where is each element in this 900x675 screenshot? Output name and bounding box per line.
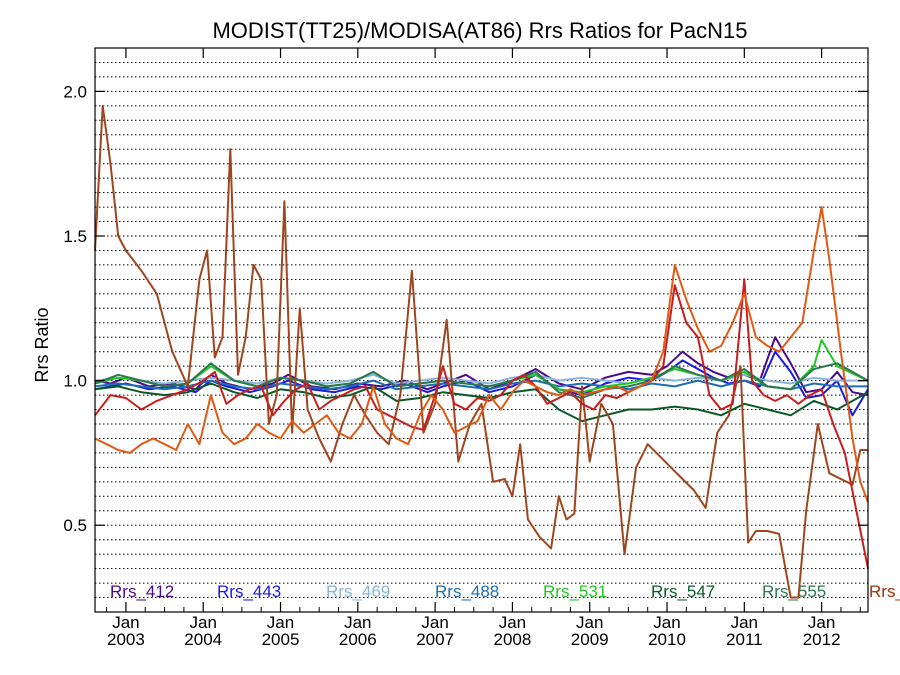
x-tick-label-year: 2009 xyxy=(571,630,609,649)
legend-entry-rrs-488: Rrs_488 xyxy=(435,582,499,601)
series-line-rrs-orange xyxy=(94,206,869,503)
series-line-rrs-488 xyxy=(94,379,868,391)
legend: Rrs_412 Rrs_443 Rrs_469 Rrs_488 Rrs_531 Rrs_5… xyxy=(110,582,900,601)
series-line-rrs-667 xyxy=(94,104,868,599)
legend-entry-rrs-531: Rrs_531 xyxy=(543,582,607,601)
series-line-rrs-555 xyxy=(94,362,869,399)
legend-entry-rrs-667: Rrs xyxy=(869,582,895,601)
y-axis-label: Rrs Ratio xyxy=(32,307,52,382)
x-tick-label-month: Jan xyxy=(421,613,448,632)
legend-entry-rrs-667: Rrs_667 xyxy=(869,582,900,601)
y-tick-label: 1.0 xyxy=(63,372,87,391)
x-tick-label-month: Jan xyxy=(653,613,680,632)
y-tick-label: 1.5 xyxy=(63,227,87,246)
x-tick-label-month: Jan xyxy=(576,613,603,632)
plot-frame xyxy=(94,47,869,613)
x-tick-label-year: 2011 xyxy=(726,630,763,649)
series-line-rrs-443 xyxy=(94,350,869,417)
y-tick-label: 0.5 xyxy=(63,516,87,535)
series-line-rrs-547 xyxy=(94,382,869,423)
x-tick-label-month: Jan xyxy=(344,613,371,632)
x-tick-label-month: Jan xyxy=(112,613,139,632)
x-tick-label-month: Jan xyxy=(808,613,835,632)
legend-entry-rrs-443: Rrs_443 xyxy=(217,582,281,601)
legend-entry-rrs-469: Rrs_469 xyxy=(326,582,390,601)
y-tick-label: 2.0 xyxy=(63,82,87,101)
x-tick-label-year: 2008 xyxy=(494,630,532,649)
series-lines xyxy=(94,104,869,599)
legend-entry-rrs-547: Rrs_547 xyxy=(651,582,715,601)
x-tick-label-year: 2003 xyxy=(107,630,145,649)
grid-lines xyxy=(95,61,868,613)
series-line-rrs-469 xyxy=(94,373,868,385)
x-tick-label-month: Jan xyxy=(731,613,758,632)
legend-entry-rrs-412: Rrs_412 xyxy=(110,582,174,601)
x-tick-label-year: 2012 xyxy=(803,630,841,649)
x-tick-label-month: Jan xyxy=(190,613,217,632)
x-tick-label-month: Jan xyxy=(267,613,294,632)
x-tick-label-year: 2004 xyxy=(184,630,222,649)
legend-entry-rrs-555: Rrs_555 xyxy=(762,582,826,601)
x-tick-label-year: 2007 xyxy=(416,630,454,649)
x-tick-label-year: 2005 xyxy=(262,630,300,649)
x-tick-label-year: 2010 xyxy=(648,630,686,649)
axes: 0.51.01.52.0Jan2003Jan2004Jan2005Jan2006… xyxy=(63,47,869,649)
x-tick-label-year: 2006 xyxy=(339,630,377,649)
x-tick-label-month: Jan xyxy=(499,613,526,632)
chart-title: MODIST(TT25)/MODISA(AT86) Rrs Ratios for… xyxy=(212,18,747,43)
